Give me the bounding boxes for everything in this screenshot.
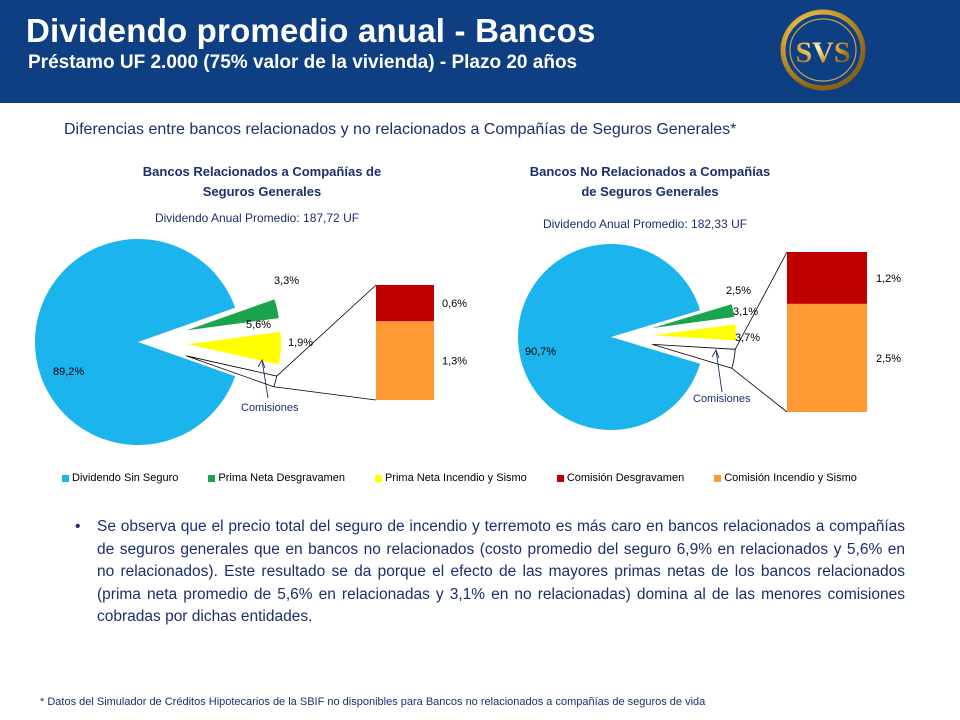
bullet-dot: • bbox=[75, 518, 81, 535]
unrelated-bar-label-1: 2,5% bbox=[876, 353, 901, 365]
unrelated-comisiones-label: Comisiones bbox=[693, 393, 751, 405]
legend-swatch bbox=[714, 474, 722, 482]
related-comisiones-arrow bbox=[261, 359, 269, 399]
related-chart-title: Bancos Relacionados a Compañías de bbox=[143, 164, 381, 179]
unrelated-slice-prima-incendio bbox=[652, 324, 736, 341]
unrelated-slice-label-1: 2,5% bbox=[726, 285, 751, 297]
unrelated-slice-prima-desgravamen bbox=[652, 304, 735, 329]
related-slice-dividendo bbox=[35, 239, 236, 445]
related-bar-segment-comision-incendio bbox=[376, 321, 434, 400]
legend-swatch bbox=[374, 474, 382, 482]
related-comisiones-arrowhead bbox=[257, 358, 266, 369]
related-slice-prima-desgravamen bbox=[186, 299, 279, 331]
legend-swatch bbox=[62, 474, 69, 482]
bullet-text: Se observa que el precio total del segur… bbox=[97, 518, 905, 625]
unrelated-bar-segment-comision-desgravamen bbox=[787, 252, 867, 304]
unrelated-slice-label-0: 90,7% bbox=[525, 346, 556, 358]
section-subtitle: Diferencias entre bancos relacionados y … bbox=[64, 121, 737, 138]
related-connector-top bbox=[276, 284, 377, 377]
legend-label: Prima Neta Desgravamen bbox=[218, 472, 345, 484]
legend-label: Comisión Desgravamen bbox=[566, 472, 685, 484]
legend-item-1: Prima Neta Desgravamen bbox=[208, 470, 345, 486]
unrelated-comisiones-arrow bbox=[715, 349, 723, 393]
unrelated-slice-comisiones bbox=[652, 343, 736, 369]
related-comisiones-label: Comisiones bbox=[241, 402, 299, 414]
legend-item-0: Dividendo Sin Seguro bbox=[62, 470, 178, 486]
summary-bullet: • Se observa que el precio total del seg… bbox=[75, 516, 905, 629]
unrelated-connector-top bbox=[734, 251, 788, 350]
unrelated-slice-label-3: 3,7% bbox=[735, 332, 760, 344]
unrelated-slice-dividendo bbox=[518, 243, 701, 430]
unrelated-chart-title-line2: de Seguros Generales bbox=[581, 184, 718, 199]
related-slice-prima-incendio bbox=[187, 331, 281, 365]
chart-legend: Dividendo Sin Seguro Prima Neta Desgravam… bbox=[62, 470, 887, 486]
header-banner: Dividendo promedio anual - Bancos Présta… bbox=[0, 0, 960, 103]
svs-logo: SVS bbox=[780, 9, 866, 91]
legend-label: Comisión Incendio y Sismo bbox=[724, 472, 857, 484]
related-bar-label-0: 0,6% bbox=[442, 298, 467, 310]
related-bar-segment-comision-desgravamen bbox=[376, 285, 434, 322]
legend-swatch bbox=[208, 474, 216, 482]
unrelated-bar-label-0: 1,2% bbox=[876, 273, 901, 285]
unrelated-bar-segment-comision-incendio bbox=[787, 303, 867, 412]
related-slice-label-3: 1,9% bbox=[288, 337, 313, 349]
page-subtitle: Préstamo UF 2.000 (75% valor de la vivie… bbox=[28, 52, 578, 73]
unrelated-connector-bottom bbox=[731, 367, 788, 413]
page-title: Dividendo promedio anual - Bancos bbox=[26, 12, 596, 49]
legend-item-2: Prima Neta Incendio y Sismo bbox=[374, 470, 527, 486]
unrelated-dividend-average: Dividendo Anual Promedio: 182,33 UF bbox=[543, 217, 747, 231]
pie-charts: Bancos Relacionados a Compañías de Seguro… bbox=[35, 164, 901, 445]
unrelated-comisiones-arrowhead bbox=[711, 348, 720, 359]
legend-item-4: Comisión Incendio y Sismo bbox=[714, 470, 857, 486]
related-connector-bottom bbox=[273, 386, 377, 401]
related-slice-label-0: 89,2% bbox=[53, 366, 84, 378]
unrelated-chart-title: Bancos No Relacionados a Compañías bbox=[530, 164, 771, 179]
legend-swatch bbox=[556, 474, 564, 482]
related-chart-title-line2: Seguros Generales bbox=[203, 184, 322, 199]
related-bar-label-1: 1,3% bbox=[442, 356, 467, 368]
related-dividend-average: Dividendo Anual Promedio: 187,72 UF bbox=[155, 211, 359, 225]
footnote: * Datos del Simulador de Créditos Hipote… bbox=[40, 696, 706, 708]
unrelated-slice-label-2: 3,1% bbox=[733, 306, 758, 318]
legend-label: Dividendo Sin Seguro bbox=[72, 472, 179, 484]
logo-text: SVS bbox=[795, 36, 850, 69]
legend-item-3: Comisión Desgravamen bbox=[556, 470, 685, 486]
related-slice-label-1: 3,3% bbox=[274, 275, 299, 287]
related-slice-label-2: 5,6% bbox=[246, 319, 271, 331]
legend-label: Prima Neta Incendio y Sismo bbox=[384, 472, 527, 484]
